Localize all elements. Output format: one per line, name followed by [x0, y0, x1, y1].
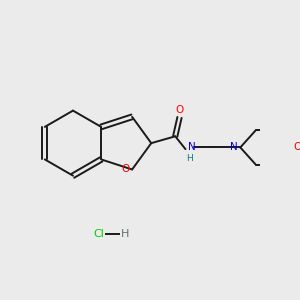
Text: N: N: [230, 142, 238, 152]
Text: O: O: [294, 142, 300, 152]
Text: O: O: [176, 105, 184, 115]
Text: H: H: [121, 229, 129, 239]
Text: H: H: [186, 154, 193, 163]
Text: O: O: [121, 164, 129, 175]
Text: N: N: [188, 142, 196, 152]
Text: Cl: Cl: [93, 229, 104, 239]
